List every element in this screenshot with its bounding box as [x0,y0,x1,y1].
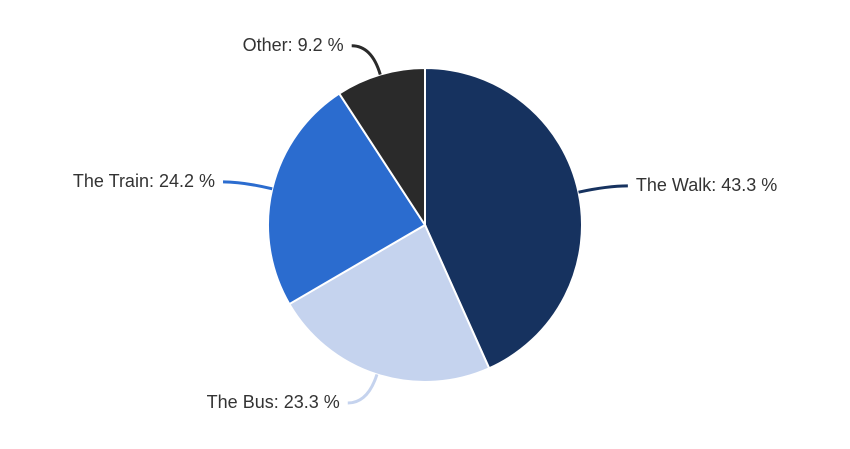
slice-label: The Walk: 43.3 % [636,175,777,195]
slice-name: The Walk [636,175,712,195]
slice-value: : 24.2 % [149,171,215,191]
pie-slice [337,66,426,229]
slice-value: : 23.3 % [274,392,340,412]
leader-line [578,184,628,194]
pie-slice [267,92,427,306]
slice-value: : 43.3 % [711,175,777,195]
slice-name: Other [243,35,288,55]
slice-label: Other: 9.2 % [243,35,344,55]
slice-name: The Bus [207,392,274,412]
pie-slice [424,66,583,370]
pie-slice [287,223,491,383]
leader-line [347,374,379,405]
leader-line [351,44,382,75]
slice-name: The Train [73,171,149,191]
slice-label: The Train: 24.2 % [73,171,215,191]
slice-value: : 9.2 % [288,35,344,55]
slice-label: The Bus: 23.3 % [207,392,340,412]
leader-line [223,180,273,191]
